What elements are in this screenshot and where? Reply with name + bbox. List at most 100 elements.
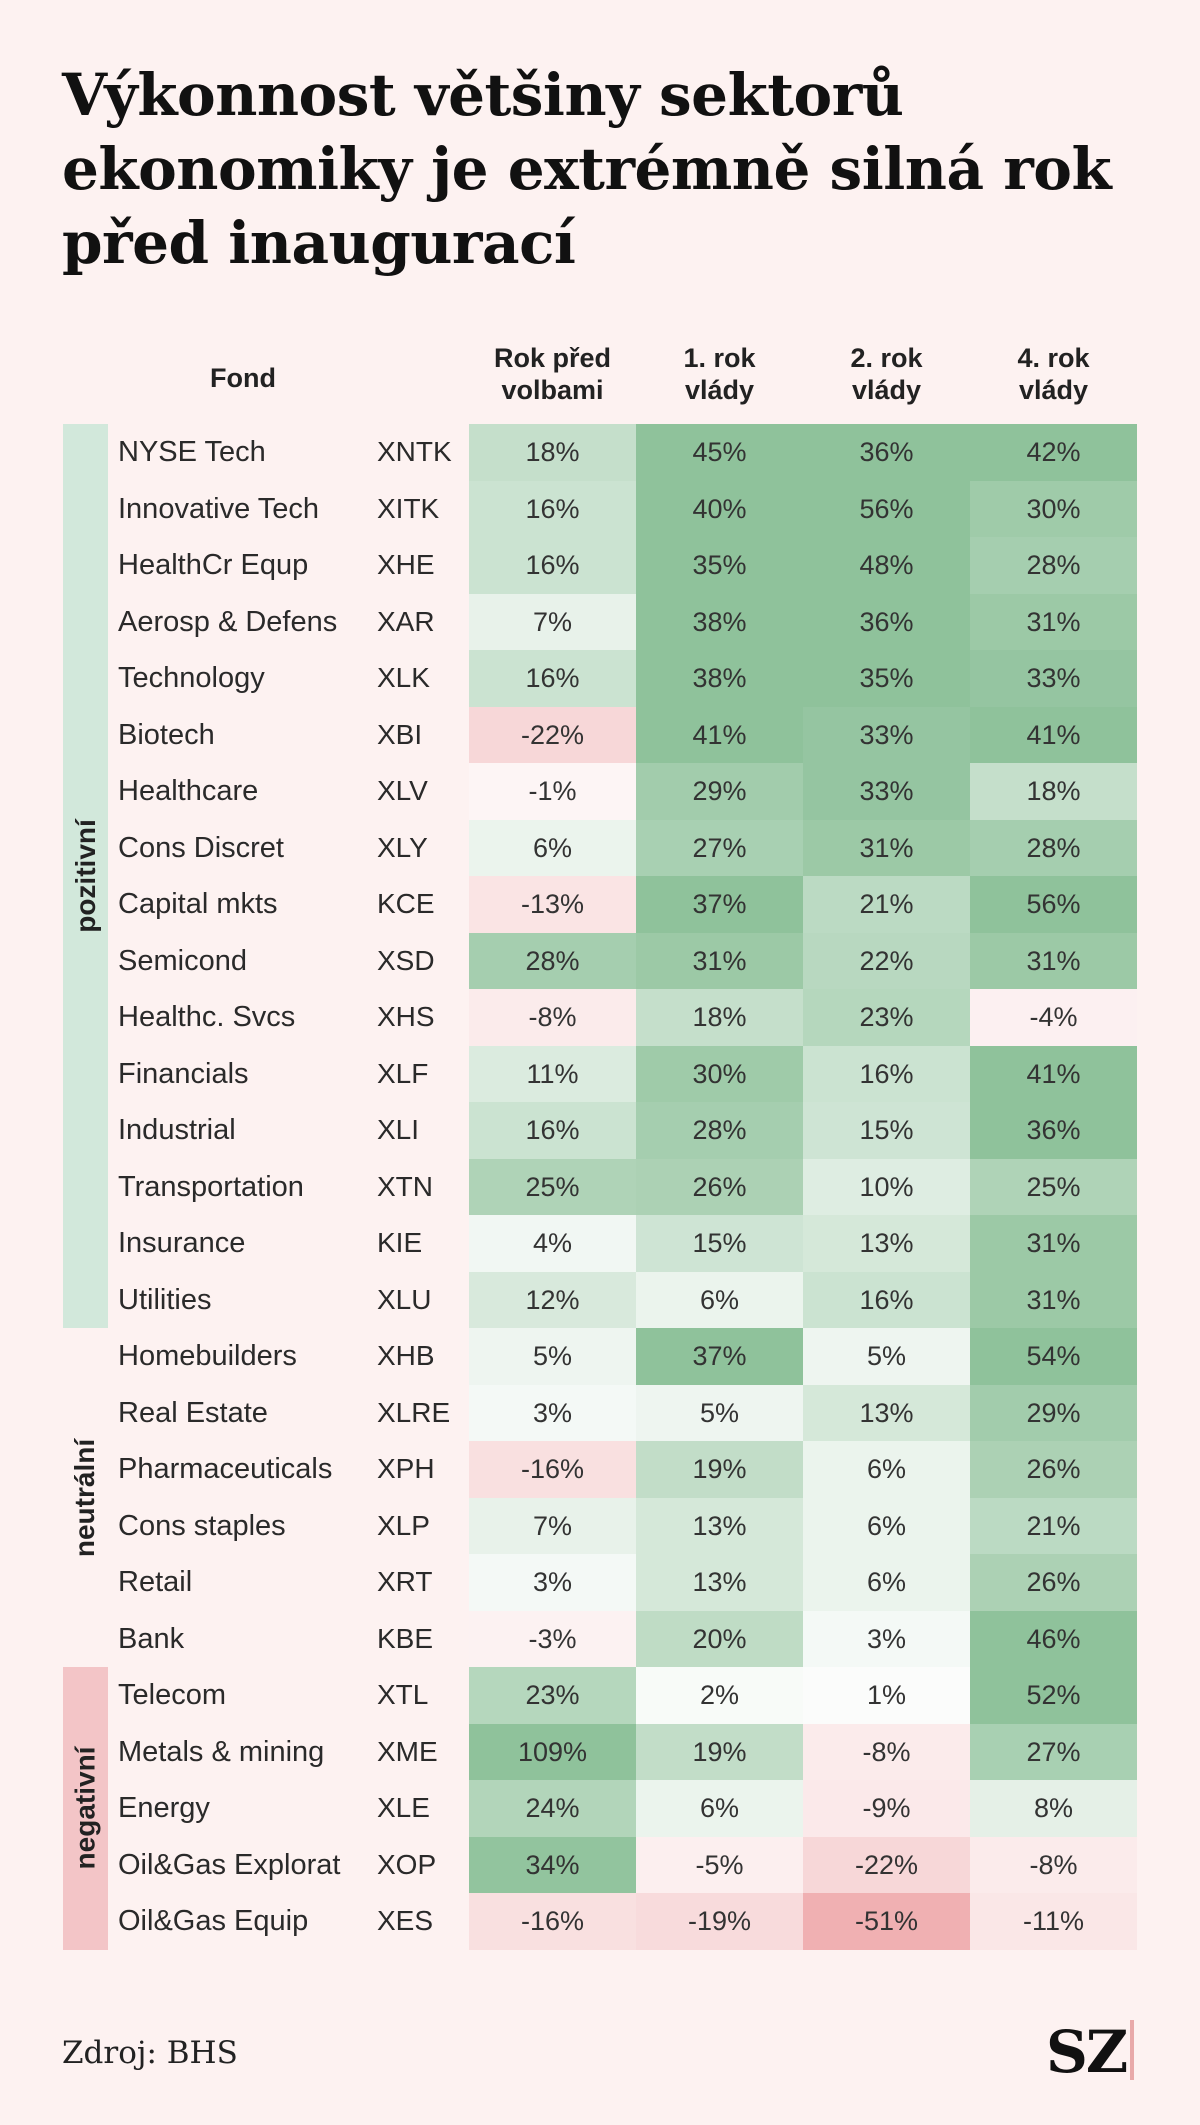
heatmap-cell: 56%	[803, 480, 970, 537]
heatmap-cell: 28%	[469, 932, 636, 989]
header-col2-line2: vlády	[684, 375, 755, 405]
heatmap-cell: 36%	[970, 1102, 1137, 1159]
table-row: Real Estate XLRE 3% 5% 13% 29%	[0, 1384, 1200, 1441]
header-col4-line2: vlády	[1018, 375, 1089, 405]
heatmap-cell: 38%	[636, 593, 803, 650]
fund-ticker: XHS	[377, 1001, 435, 1032]
heatmap-cell: 3%	[469, 1384, 636, 1441]
header-col2-line1: 1. rok	[683, 343, 756, 373]
header-col3: 2. rok vlády	[803, 342, 970, 422]
heatmap-cell: 30%	[970, 480, 1137, 537]
heatmap-cell: 7%	[469, 1497, 636, 1554]
heatmap-cell: -5%	[636, 1836, 803, 1893]
heatmap-cell: 45%	[636, 424, 803, 481]
heatmap-cell: 16%	[469, 480, 636, 537]
heatmap-cell: 6%	[469, 819, 636, 876]
table-row: Cons Discret XLY 6% 27% 31% 28%	[0, 819, 1200, 876]
heatmap-cell: -4%	[970, 989, 1137, 1046]
heatmap-cell: 26%	[636, 1158, 803, 1215]
group-bar	[63, 1328, 108, 1667]
heatmap-cell: 24%	[469, 1780, 636, 1837]
fund-name: Homebuilders	[118, 1340, 297, 1372]
heatmap-cell: 16%	[803, 1045, 970, 1102]
table-row: Utilities XLU 12% 6% 16% 31%	[0, 1271, 1200, 1328]
heatmap-cell: 35%	[636, 537, 803, 594]
heatmap-cell: 5%	[469, 1328, 636, 1385]
heatmap-cell: 6%	[803, 1554, 970, 1611]
table-row: Telecom XTL 23% 2% 1% 52%	[0, 1667, 1200, 1724]
heatmap-cell: 21%	[970, 1497, 1137, 1554]
fund-ticker: XLRE	[377, 1396, 451, 1428]
table-row: Biotech XBI -22% 41% 33% 41%	[0, 706, 1200, 763]
heatmap-cell: 10%	[803, 1158, 970, 1215]
heatmap-cell: 13%	[636, 1497, 803, 1554]
heatmap-cell: 18%	[469, 424, 636, 481]
fund-ticker: XLY	[377, 831, 428, 863]
heatmap-cell: 29%	[636, 763, 803, 820]
heatmap-cell: 3%	[803, 1610, 970, 1667]
heatmap-cell: 23%	[803, 989, 970, 1046]
heatmap-cell: 27%	[970, 1723, 1137, 1780]
table-row: Technology XLK 16% 38% 35% 33%	[0, 650, 1200, 707]
heatmap-cell: -22%	[469, 706, 636, 763]
fund-name: Biotech	[118, 718, 215, 751]
heatmap-cell: 31%	[970, 593, 1137, 650]
heatmap-cell: 34%	[469, 1836, 636, 1893]
fund-name: Industrial	[118, 1114, 236, 1146]
heatmap-cell: 31%	[970, 932, 1137, 989]
table-row: Oil&Gas Equip XES -16% -19% -51% -11%	[0, 1893, 1200, 1950]
heatmap-cell: 28%	[970, 537, 1137, 594]
fund-ticker: XLE	[377, 1792, 430, 1823]
heatmap-cell: 5%	[636, 1384, 803, 1441]
fund-name: Insurance	[118, 1227, 246, 1259]
fund-name: HealthCr Equp	[118, 549, 309, 581]
table-row: Healthc. Svcs XHS -8% 18% 23% -4%	[0, 989, 1200, 1046]
heatmap-cell: 31%	[636, 932, 803, 989]
fund-ticker: XSD	[377, 944, 435, 976]
fund-name: Real Estate	[118, 1396, 268, 1429]
heatmap-cell: 26%	[970, 1554, 1137, 1611]
table-row: Semicond XSD 28% 31% 22% 31%	[0, 932, 1200, 989]
heatmap-cell: 109%	[469, 1723, 636, 1780]
table-row: Oil&Gas Explorat XOP 34% -5% -22% -8%	[0, 1836, 1200, 1893]
heatmap-cell: 33%	[970, 650, 1137, 707]
heatmap-cell: 8%	[970, 1780, 1137, 1837]
heatmap-cell: 11%	[469, 1045, 636, 1102]
heatmap-cell: 23%	[469, 1667, 636, 1724]
header-fund-label: Fond	[210, 363, 276, 393]
heatmap-cell: -8%	[970, 1836, 1137, 1893]
heatmap-cell: -22%	[803, 1836, 970, 1893]
page-title: Výkonnost většiny sektorů ekonomiky je e…	[62, 61, 1112, 277]
fund-name: Oil&Gas Explorat	[118, 1848, 341, 1881]
table-row: Pharmaceuticals XPH -16% 19% 6% 26%	[0, 1441, 1200, 1498]
fund-name: Healthc. Svcs	[118, 1001, 296, 1033]
heatmap-cell: 12%	[469, 1271, 636, 1328]
table-row: NYSE Tech XNTK 18% 45% 36% 42%	[0, 424, 1200, 481]
heatmap-cell: 37%	[636, 1328, 803, 1385]
fund-name: Healthcare	[118, 775, 259, 807]
fund-ticker: XLK	[377, 662, 430, 693]
table-row: Metals & mining XME 109% 19% -8% 27%	[0, 1723, 1200, 1780]
heatmap-cell: 27%	[636, 819, 803, 876]
heatmap-cell: -3%	[469, 1610, 636, 1667]
heatmap-cell: 13%	[803, 1384, 970, 1441]
heatmap-cell: 4%	[469, 1215, 636, 1272]
header-col2: 1. rok vlády	[636, 342, 803, 422]
fund-ticker: XES	[377, 1905, 434, 1936]
heatmap-cell: 31%	[970, 1271, 1137, 1328]
fund-name: Technology	[118, 662, 265, 694]
fund-name: Semicond	[118, 944, 247, 977]
fund-name: Aerosp & Defens	[118, 605, 338, 638]
fund-ticker: XOP	[377, 1848, 437, 1880]
heatmap-cell: 48%	[803, 537, 970, 594]
table-row: Homebuilders XHB 5% 37% 5% 54%	[0, 1328, 1200, 1385]
group-bar	[63, 1667, 108, 1950]
table-row: Bank KBE -3% 20% 3% 46%	[0, 1610, 1200, 1667]
heatmap-cell: 40%	[636, 480, 803, 537]
header-col1-line1: Rok před	[493, 343, 612, 373]
fund-ticker: XME	[377, 1735, 438, 1767]
heatmap-cell: 46%	[970, 1610, 1137, 1667]
heatmap-cell: 33%	[803, 763, 970, 820]
fund-name: Telecom	[118, 1679, 226, 1711]
heatmap-cell: 31%	[803, 819, 970, 876]
